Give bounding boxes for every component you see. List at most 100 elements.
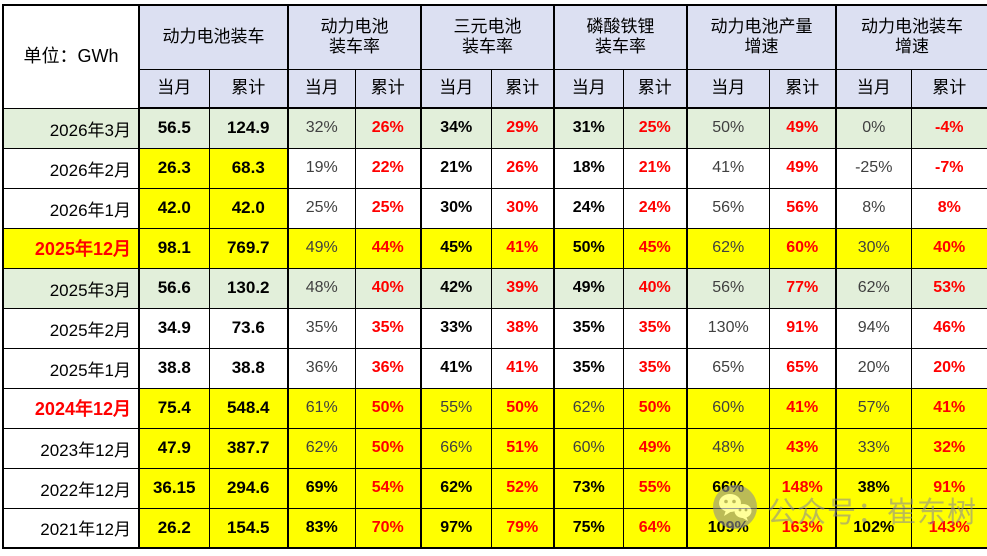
table-cell: 49% [553, 267, 624, 309]
table-cell: 26% [354, 107, 422, 149]
table-cell: 53% [910, 267, 987, 309]
table-cell: 98.1 [138, 227, 210, 269]
table-cell: 41% [910, 387, 987, 429]
column-group-header: 动力电池产量 增速 [686, 4, 837, 70]
table-cell: 109% [686, 507, 770, 549]
column-group-line1: 动力电池产量 [710, 16, 813, 36]
table-cell: 52% [490, 467, 555, 509]
row-label: 2025年3月 [2, 267, 140, 309]
table-cell: 48% [686, 427, 770, 469]
table-cell: 38% [490, 307, 555, 349]
table-cell: 65% [686, 347, 770, 389]
table-cell: 50% [686, 107, 770, 149]
table-cell: 42% [420, 267, 492, 309]
column-group-line1: 动力电池装车 [861, 16, 963, 36]
table-cell: 79% [490, 507, 555, 549]
sub-header-current-month: 当月 [420, 68, 492, 109]
table-cell: 68.3 [208, 147, 289, 189]
table-cell: 39% [490, 267, 555, 309]
row-label: 2025年12月 [2, 227, 140, 269]
table-cell: 33% [420, 307, 492, 349]
table-cell: 60% [686, 387, 770, 429]
table-cell: 36% [354, 347, 422, 389]
column-group-header: 动力电池 装车率 [287, 4, 422, 70]
table-cell: 31% [553, 107, 624, 149]
table-cell: 97% [420, 507, 492, 549]
sub-header-cumulative: 累计 [208, 68, 289, 109]
table-cell: 26.2 [138, 507, 210, 549]
sub-header-cumulative: 累计 [622, 68, 688, 109]
table-cell: 35% [287, 307, 356, 349]
column-group-header: 动力电池装车 增速 [835, 4, 987, 70]
table-cell: 54% [354, 467, 422, 509]
row-label: 2024年12月 [2, 387, 140, 429]
table-cell: 41% [686, 147, 770, 189]
table-cell: 75% [553, 507, 624, 549]
table-cell: 29% [490, 107, 555, 149]
table-cell: 26% [490, 147, 555, 189]
table-cell: 47.9 [138, 427, 210, 469]
table-row: 2026年1月 42.0 42.0 25% 25% 30% 30% 24% 24% 56% 56% 8… [2, 187, 987, 229]
table-cell: 62% [287, 427, 356, 469]
row-label: 2026年3月 [2, 107, 140, 149]
table-cell: 91% [910, 467, 987, 509]
column-group-line1: 三元电池 [453, 16, 522, 36]
sub-header-cumulative: 累计 [354, 68, 422, 109]
table-cell: 41% [490, 347, 555, 389]
table-row: 2021年12月 26.2 154.5 83% 70% 97% 79% 75% 64% 109% 1… [2, 507, 987, 549]
table-cell: 40% [354, 267, 422, 309]
table-cell: 70% [354, 507, 422, 549]
table-cell: 130% [686, 307, 770, 349]
table-cell: 36.15 [138, 467, 210, 509]
table-cell: 40% [910, 227, 987, 269]
table-cell: 91% [768, 307, 837, 349]
table-cell: 75.4 [138, 387, 210, 429]
table-cell: 35% [622, 347, 688, 389]
table-cell: 46% [910, 307, 987, 349]
table-cell: 32% [287, 107, 356, 149]
column-group-line1: 磷酸铁锂 [586, 16, 655, 36]
battery-data-table: 单位：GWh 动力电池装车 动力电池 装车率 三元电池 装车率 磷酸铁锂 装车率 动力电池产量增… [2, 4, 987, 549]
table-cell: 43% [768, 427, 837, 469]
table-cell: 57% [835, 387, 912, 429]
table-cell: 143% [910, 507, 987, 549]
table-row: 2025年3月 56.6 130.2 48% 40% 42% 39% 49% 40% 56% 77%… [2, 267, 987, 309]
table-cell: 51% [490, 427, 555, 469]
sub-header-cumulative: 累计 [910, 68, 987, 109]
table-cell: 64% [622, 507, 688, 549]
column-group-header: 三元电池 装车率 [420, 4, 555, 70]
table-cell: 49% [768, 107, 837, 149]
table-cell: 44% [354, 227, 422, 269]
table-cell: 35% [553, 307, 624, 349]
row-label: 2026年1月 [2, 187, 140, 229]
table-cell: 21% [420, 147, 492, 189]
table-cell: 0% [835, 107, 912, 149]
table-cell: 154.5 [208, 507, 289, 549]
table-cell: 30% [835, 227, 912, 269]
table-cell: 60% [768, 227, 837, 269]
table-cell: 34% [420, 107, 492, 149]
table-cell: 61% [287, 387, 356, 429]
column-group-line2: 增速 [744, 37, 779, 57]
table-cell: 33% [835, 427, 912, 469]
column-group-line1: 动力电池装车 [162, 26, 265, 46]
table-cell: 56% [686, 267, 770, 309]
sub-header-current-month: 当月 [553, 68, 624, 109]
sub-header-cumulative: 累计 [768, 68, 837, 109]
table-cell: 102% [835, 507, 912, 549]
row-label: 2021年12月 [2, 507, 140, 549]
table-cell: 50% [622, 387, 688, 429]
table-cell: 30% [490, 187, 555, 229]
row-label: 2023年12月 [2, 427, 140, 469]
table-cell: 294.6 [208, 467, 289, 509]
sub-header-cumulative: 累计 [490, 68, 555, 109]
table-cell: 18% [553, 147, 624, 189]
row-label: 2026年2月 [2, 147, 140, 189]
table-cell: 41% [420, 347, 492, 389]
table-cell: 83% [287, 507, 356, 549]
table-cell: 45% [420, 227, 492, 269]
table-cell: 56% [686, 187, 770, 229]
table-cell: -4% [910, 107, 987, 149]
table-cell: 24% [622, 187, 688, 229]
table-cell: 49% [768, 147, 837, 189]
